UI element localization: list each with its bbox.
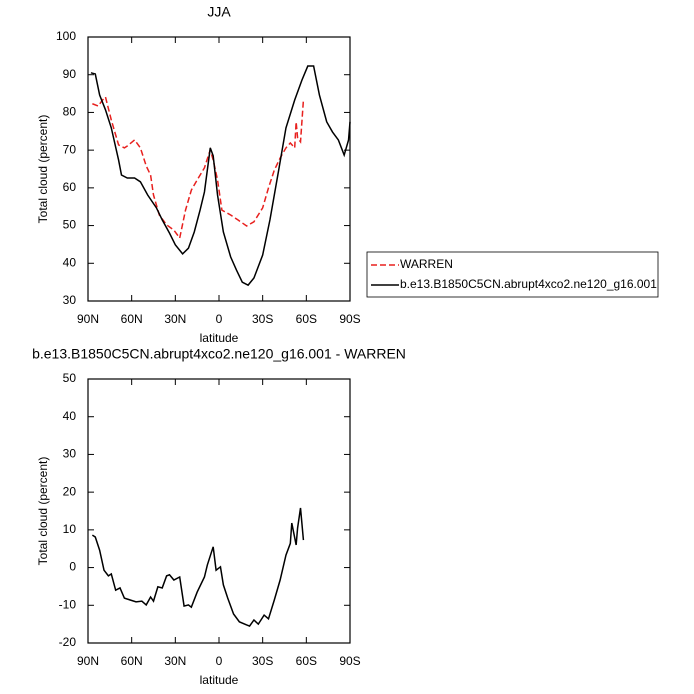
y-tick-label: 40	[63, 255, 77, 269]
data-line	[90, 65, 351, 287]
x-tick-label: 30S	[252, 312, 273, 326]
y-tick-label: 100	[56, 29, 76, 43]
chart-title: JJA	[207, 4, 231, 20]
x-tick-label: 60S	[296, 654, 317, 668]
y-tick-label: 80	[63, 105, 77, 119]
y-tick-label: 0	[69, 560, 76, 574]
x-axis-label: latitude	[200, 331, 239, 345]
y-axis-label: Total cloud (percent)	[36, 457, 50, 566]
x-axis-label: latitude	[200, 673, 239, 687]
y-tick-label: 70	[63, 142, 77, 156]
y-axis-label: Total cloud (percent)	[36, 115, 50, 224]
y-tick-label: 60	[63, 180, 77, 194]
y-tick-label: 20	[63, 484, 77, 498]
chart-title: b.e13.B1850C5CN.abrupt4xco2.ne120_g16.00…	[32, 346, 406, 362]
data-line	[92, 95, 305, 240]
x-tick-label: 90S	[339, 654, 360, 668]
y-tick-label: -20	[59, 635, 77, 649]
chart-panel: b.e13.B1850C5CN.abrupt4xco2.ne120_g16.00…	[32, 346, 406, 687]
x-tick-label: 90N	[77, 654, 99, 668]
data-line	[91, 507, 305, 627]
legend-label: WARREN	[400, 257, 453, 271]
x-tick-label: 90N	[77, 312, 99, 326]
y-tick-label: 10	[63, 522, 77, 536]
x-tick-label: 60S	[296, 312, 317, 326]
x-tick-label: 0	[216, 654, 223, 668]
y-tick-label: 30	[63, 447, 77, 461]
y-tick-label: -10	[59, 597, 77, 611]
y-tick-label: 50	[63, 218, 77, 232]
plot-frame	[87, 36, 351, 302]
plot-frame	[87, 378, 351, 644]
x-tick-label: 0	[216, 312, 223, 326]
x-tick-label: 30N	[164, 654, 186, 668]
y-tick-label: 50	[63, 371, 77, 385]
x-tick-label: 90S	[339, 312, 360, 326]
x-tick-label: 60N	[121, 654, 143, 668]
y-tick-label: 90	[63, 67, 77, 81]
chart-panel: JJA latitude Total cloud (percent) 90N 60N 30…	[36, 4, 659, 345]
y-tick-label: 30	[63, 293, 77, 307]
legend-box	[366, 251, 659, 298]
x-tick-label: 30S	[252, 654, 273, 668]
legend-label: b.e13.B1850C5CN.abrupt4xco2.ne120_g16.00…	[400, 277, 657, 291]
y-tick-label: 40	[63, 409, 77, 423]
x-tick-label: 30N	[164, 312, 186, 326]
x-tick-label: 60N	[121, 312, 143, 326]
